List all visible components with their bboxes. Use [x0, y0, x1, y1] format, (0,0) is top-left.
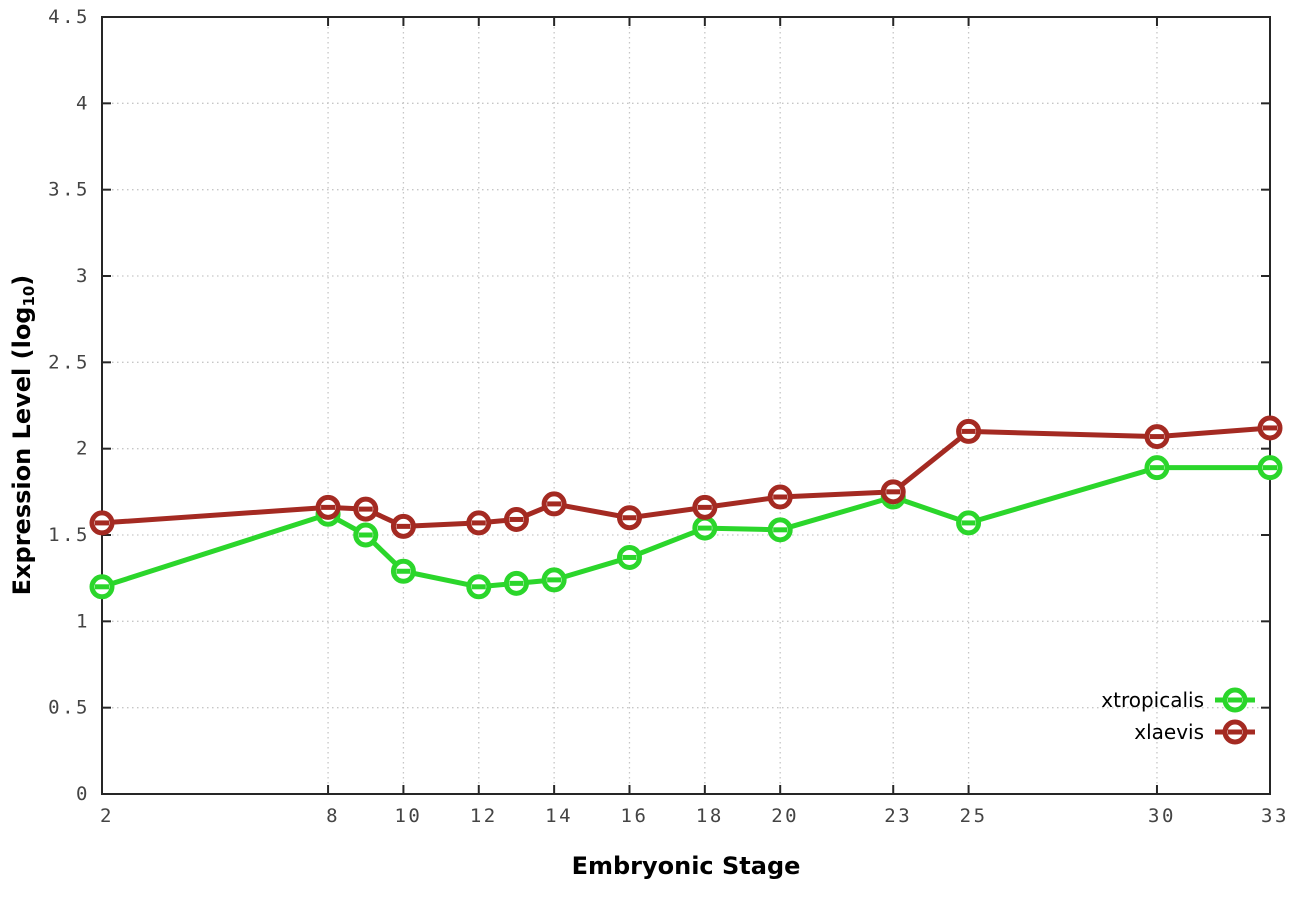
y-tick-label: 2.5	[48, 351, 90, 373]
legend: xtropicalis xlaevis	[1101, 685, 1256, 747]
x-tick-label: 33	[1261, 805, 1289, 827]
legend-item-xtropicalis: xtropicalis	[1101, 685, 1256, 715]
x-tick-label: 16	[621, 805, 649, 827]
legend-label-xtropicalis: xtropicalis	[1101, 688, 1204, 712]
x-tick-label: 25	[960, 805, 988, 827]
y-tick-label: 0.5	[48, 697, 90, 719]
legend-item-xlaevis: xlaevis	[1101, 717, 1256, 747]
x-tick-label: 10	[394, 805, 422, 827]
x-tick-label: 20	[771, 805, 799, 827]
y-tick-label: 1.5	[48, 524, 90, 546]
y-tick-label: 0	[76, 783, 90, 805]
y-tick-label: 4.5	[48, 6, 90, 28]
y-tick-label: 2	[76, 438, 90, 460]
y-tick-label: 3	[76, 265, 90, 287]
x-tick-label: 14	[545, 805, 573, 827]
legend-marker-circle-icon	[1215, 719, 1255, 745]
legend-marker-circle-icon	[1215, 687, 1255, 713]
y-axis-title-end: )	[7, 274, 36, 286]
x-tick-label: 18	[696, 805, 724, 827]
x-tick-label: 23	[884, 805, 912, 827]
x-tick-label: 30	[1148, 805, 1176, 827]
series-line-xlaevis	[99, 425, 1273, 529]
x-tick-label: 12	[470, 805, 498, 827]
y-tick-label: 1	[76, 610, 90, 632]
legend-label-xlaevis: xlaevis	[1134, 720, 1204, 744]
plot-border	[101, 16, 1271, 795]
series-line-xtropicalis	[99, 465, 1273, 590]
x-tick-label: 2	[100, 805, 114, 827]
y-axis-title-main: Expression Level (log	[7, 306, 36, 596]
y-axis-title: Expression Level (log10)	[8, 185, 38, 685]
y-tick-label: 4	[76, 92, 90, 114]
x-tick-label: 8	[326, 805, 340, 827]
y-tick-label: 3.5	[48, 179, 90, 201]
y-axis-title-subscript: 10	[20, 285, 39, 307]
x-axis-title: Embryonic Stage	[571, 852, 801, 880]
